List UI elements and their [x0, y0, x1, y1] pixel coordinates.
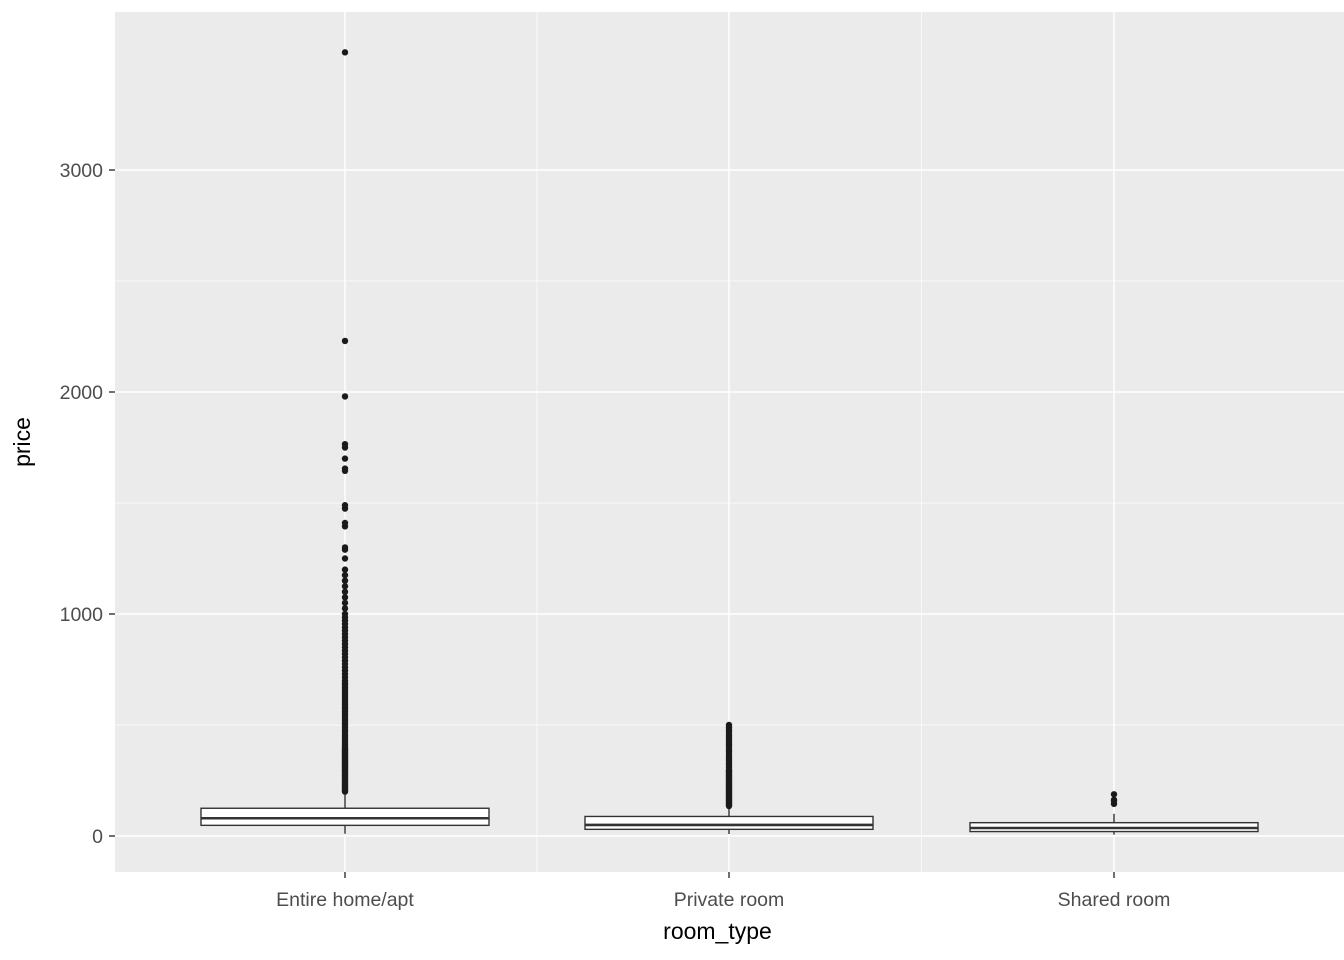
boxplot-private-room: [584, 721, 874, 835]
outlier-point: [341, 49, 349, 56]
outlier-point: [1110, 791, 1118, 798]
boxplot-entire-home-apt: [200, 49, 490, 834]
boxplot-shared-room: [969, 791, 1259, 835]
outlier-point: [1110, 796, 1118, 804]
y-tick-label: 0: [92, 826, 103, 848]
outlier-point: [341, 465, 349, 472]
outlier-point: [341, 599, 349, 607]
iqr-box: [584, 815, 874, 831]
outlier-point: [341, 594, 349, 601]
outlier-point: [341, 583, 349, 590]
outlier-point: [341, 393, 349, 400]
outlier-point: [341, 605, 349, 612]
outlier-point: [341, 544, 349, 551]
outlier-point: [341, 337, 349, 345]
outlier-point: [341, 571, 349, 579]
outlier-point: [341, 455, 349, 462]
outlier-point: [341, 566, 349, 573]
x-tick-label: Entire home/apt: [276, 889, 414, 911]
y-tick-label: 3000: [60, 160, 104, 182]
iqr-box: [200, 807, 490, 827]
outlier-point: [341, 502, 349, 509]
outlier-point: [341, 577, 349, 584]
outlier-point: [725, 721, 733, 729]
y-tick-label: 2000: [60, 382, 104, 404]
y-axis-title: price: [9, 417, 35, 467]
x-tick-label: Shared room: [1058, 889, 1171, 911]
x-tick-label: Private room: [674, 889, 785, 911]
outlier-point: [341, 588, 349, 595]
outlier-point: [341, 440, 349, 448]
outlier-point: [341, 519, 349, 527]
x-axis-title: room_type: [663, 918, 772, 944]
outlier-point: [341, 610, 349, 618]
y-tick-label: 1000: [60, 604, 104, 626]
outlier-point: [341, 555, 349, 562]
